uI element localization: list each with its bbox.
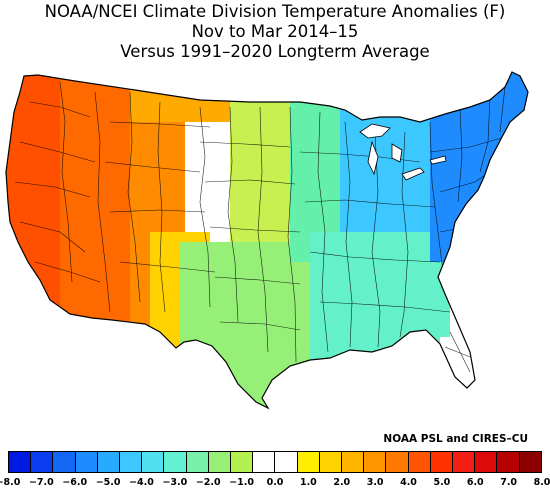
colorbar-cell [164, 452, 187, 472]
us-climate-division-map [5, 71, 529, 410]
region-central-plains [230, 72, 290, 242]
region-northeast [430, 72, 528, 262]
region-great-basin [60, 72, 130, 362]
colorbar-label: −4.0 [129, 477, 154, 488]
colorbar-cell [186, 452, 209, 472]
colorbar-label: 1.0 [299, 477, 317, 488]
colorbar-label: 2.0 [333, 477, 351, 488]
title-line-3: Versus 1991–2020 Longterm Average [120, 42, 430, 61]
colorbar-cell [408, 452, 431, 472]
colorbar-cell [453, 452, 476, 472]
colorbar-cell [53, 452, 76, 472]
colorbar-cell [275, 452, 298, 472]
lake-huron [391, 143, 403, 163]
colorbar [8, 451, 542, 473]
colorbar-cell [31, 452, 54, 472]
colorbar-label: −1.0 [229, 477, 255, 488]
colorbar-cell [497, 452, 520, 472]
colorbar-cell [253, 452, 276, 472]
lake-superior [359, 123, 391, 139]
region-great-lakes-ohio-valley [340, 72, 430, 232]
colorbar-label: 7.0 [500, 477, 518, 488]
colorbar-cell [97, 452, 121, 472]
colorbar-label: −5.0 [95, 477, 121, 488]
colorbar-label: 6.0 [466, 477, 484, 488]
title-line-2: Nov to Mar 2014–15 [191, 22, 359, 41]
region-southern-plains [180, 242, 310, 408]
region-south [310, 232, 450, 408]
colorbar-label: 5.0 [433, 477, 451, 488]
colorbar-cell [364, 452, 387, 472]
colorbar-cell [297, 452, 320, 472]
colorbar-labels: −8.0 −7.0 −6.0 −5.0 −4.0 −3.0 −2.0 −1.0 0.0 1.0 2.… [0, 477, 550, 491]
colorbar-cell [342, 452, 365, 472]
colorbar-cell [386, 452, 409, 472]
colorbar-label: −8.0 [0, 477, 21, 488]
lake-ontario [429, 155, 447, 165]
colorbar-cell [319, 452, 343, 472]
us-outline [5, 71, 529, 410]
colorbar-label: −7.0 [28, 477, 54, 488]
title-line-1: NOAA/NCEI Climate Division Temperature A… [44, 2, 506, 21]
credit-text: NOAA PSL and CIRES–CU [383, 433, 528, 445]
colorbar-cell [231, 452, 254, 472]
map-title: NOAA/NCEI Climate Division Temperature A… [0, 2, 550, 62]
colorbar-cell [9, 452, 32, 472]
lake-erie [401, 167, 425, 181]
colorbar-label: −2.0 [195, 477, 221, 488]
colorbar-label: 4.0 [400, 477, 417, 488]
climate-division-boundaries [14, 81, 506, 373]
colorbar-cell [475, 452, 498, 472]
colorbar-cell [519, 452, 541, 472]
colorbar-cell [75, 452, 98, 472]
colorbar-cell [208, 452, 232, 472]
colorbar-cell [120, 452, 143, 472]
colorbar-cell [430, 452, 454, 472]
colorbar-label: 3.0 [366, 477, 384, 488]
colorbar-cell [142, 452, 165, 472]
colorbar-label: −6.0 [62, 477, 88, 488]
lake-michigan [367, 140, 379, 176]
region-florida [440, 337, 490, 397]
colorbar-label: −3.0 [162, 477, 188, 488]
colorbar-label: 0.0 [266, 477, 284, 488]
colorbar-label: 8.0 [533, 477, 550, 488]
